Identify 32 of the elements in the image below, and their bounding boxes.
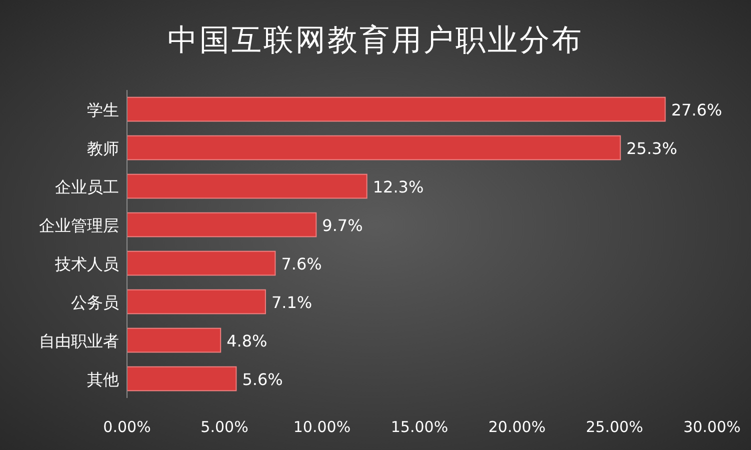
data-label: 4.8%: [226, 331, 268, 350]
bar: [126, 135, 621, 160]
x-tick-label: 15.00%: [390, 418, 448, 436]
bar: [126, 366, 237, 392]
x-tick-label: 25.00%: [586, 418, 644, 436]
x-tick-label: 20.00%: [488, 418, 546, 436]
data-label: 7.6%: [281, 254, 322, 274]
data-label: 27.6%: [671, 100, 722, 120]
chart-title: 中国互联网教育用户职业分布: [168, 23, 584, 58]
data-label: 12.3%: [372, 177, 424, 196]
bar: [126, 250, 276, 276]
data-label: 7.1%: [271, 292, 312, 312]
data-label: 5.6%: [242, 370, 283, 389]
y-tick-label: 企业员工: [55, 177, 119, 196]
data-label: 25.3%: [626, 138, 678, 158]
y-tick-label: 自由职业者: [39, 331, 119, 350]
x-tick-label: 0.00%: [103, 418, 151, 436]
data-label: 9.7%: [322, 216, 363, 235]
y-tick-label: 企业管理层: [39, 216, 119, 235]
x-tick-label: 30.00%: [683, 418, 741, 436]
bar: [126, 328, 222, 353]
bar: [126, 212, 317, 238]
bar: [126, 174, 368, 199]
bar: [126, 289, 266, 314]
y-tick-label: 其他: [87, 370, 119, 389]
y-tick-label: 教师: [87, 138, 119, 158]
y-tick-label: 技术人员: [54, 254, 119, 274]
y-tick-label: 学生: [87, 100, 119, 120]
x-tick-label: 10.00%: [293, 418, 351, 436]
y-tick-label: 公务员: [71, 292, 119, 312]
x-tick-label: 5.00%: [200, 418, 248, 436]
bar: [126, 96, 666, 122]
